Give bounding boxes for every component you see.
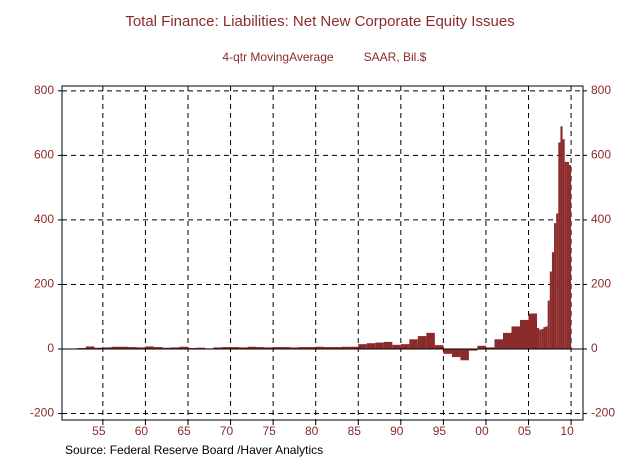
bar — [307, 347, 316, 350]
bar — [556, 213, 559, 350]
bar — [230, 347, 240, 350]
bar — [434, 345, 444, 350]
bar — [551, 252, 555, 350]
bar — [417, 336, 427, 350]
bar — [541, 328, 544, 350]
bar — [549, 271, 552, 350]
bar — [162, 347, 171, 350]
bar — [560, 126, 563, 350]
bar — [502, 332, 512, 350]
bar — [426, 332, 435, 350]
bar — [494, 339, 503, 350]
x-tick-label: 90 — [390, 424, 404, 438]
y2-tick-label: 800 — [591, 83, 611, 97]
x-tick-label: 05 — [518, 424, 532, 438]
y-tick-label: 0 — [47, 341, 54, 355]
bar — [566, 161, 569, 350]
bar — [136, 347, 146, 350]
bar — [349, 346, 359, 350]
bar — [400, 344, 410, 350]
bar — [153, 347, 163, 350]
source: Source: Federal Reserve Board /Haver Ana… — [65, 443, 323, 457]
bar — [392, 344, 401, 350]
x-tick-label: 60 — [135, 424, 149, 438]
bar — [298, 347, 308, 350]
y-tick-label: 600 — [34, 148, 54, 162]
bar — [332, 347, 342, 350]
chart-title: Total Finance: Liabilities: Net New Corp… — [125, 13, 514, 30]
bar — [145, 346, 154, 350]
x-tick-label: 85 — [348, 424, 362, 438]
bar — [409, 339, 418, 350]
bar — [539, 329, 542, 350]
bar — [558, 142, 561, 350]
bar — [545, 326, 548, 350]
bar — [119, 346, 129, 350]
bar — [247, 346, 257, 350]
bar — [511, 326, 521, 350]
subtitle: 4-qtr MovingAverage — [222, 50, 333, 64]
y2-tick-label: 400 — [591, 212, 611, 226]
bar — [477, 345, 486, 350]
bar — [264, 347, 274, 350]
x-tick-label: 95 — [433, 424, 447, 438]
bar — [341, 346, 350, 350]
bar — [460, 349, 469, 361]
bar — [485, 347, 495, 350]
bar — [179, 346, 188, 350]
y-tick-label: -200 — [30, 406, 54, 420]
bar — [358, 344, 367, 350]
x-tick-label: 00 — [475, 424, 489, 438]
bar — [554, 223, 557, 350]
bar — [562, 139, 565, 350]
bar — [290, 347, 299, 350]
x-tick-label: 80 — [305, 424, 319, 438]
x-tick-label: 70 — [220, 424, 234, 438]
bar — [547, 300, 550, 350]
bar — [102, 347, 112, 350]
bar — [520, 319, 529, 350]
bar — [273, 347, 282, 350]
x-tick-label: 55 — [92, 424, 106, 438]
y-tick-label: 800 — [34, 83, 54, 97]
y2-tick-label: 0 — [591, 341, 598, 355]
x-tick-label: 65 — [177, 424, 191, 438]
bar — [568, 165, 572, 350]
y2-tick-label: 600 — [591, 148, 611, 162]
x-tick-label: 75 — [262, 424, 276, 438]
units: SAAR, Bil.$ — [364, 50, 427, 64]
bar — [128, 347, 137, 350]
x-tick-label: 10 — [560, 424, 574, 438]
bar — [383, 341, 393, 350]
bar — [543, 327, 546, 350]
bar — [375, 342, 384, 350]
y2-tick-label: -200 — [591, 406, 615, 420]
bar — [85, 346, 95, 350]
bar — [443, 349, 452, 354]
bar — [213, 347, 223, 350]
plot-frame — [61, 85, 584, 421]
bar — [94, 347, 103, 350]
bar — [315, 346, 325, 350]
bar — [239, 347, 248, 350]
bar — [281, 347, 291, 350]
y2-tick-label: 200 — [591, 277, 611, 291]
bar — [468, 349, 478, 351]
bar — [111, 346, 120, 350]
y-tick-label: 200 — [34, 277, 54, 291]
bar — [324, 347, 333, 350]
bar — [196, 347, 206, 350]
bar — [451, 349, 461, 358]
bar — [537, 328, 540, 350]
bar — [564, 161, 567, 350]
bar — [256, 347, 265, 350]
bar — [222, 347, 231, 350]
bar — [170, 347, 180, 350]
bar — [366, 343, 376, 350]
y-tick-label: 400 — [34, 212, 54, 226]
bar — [528, 313, 538, 350]
